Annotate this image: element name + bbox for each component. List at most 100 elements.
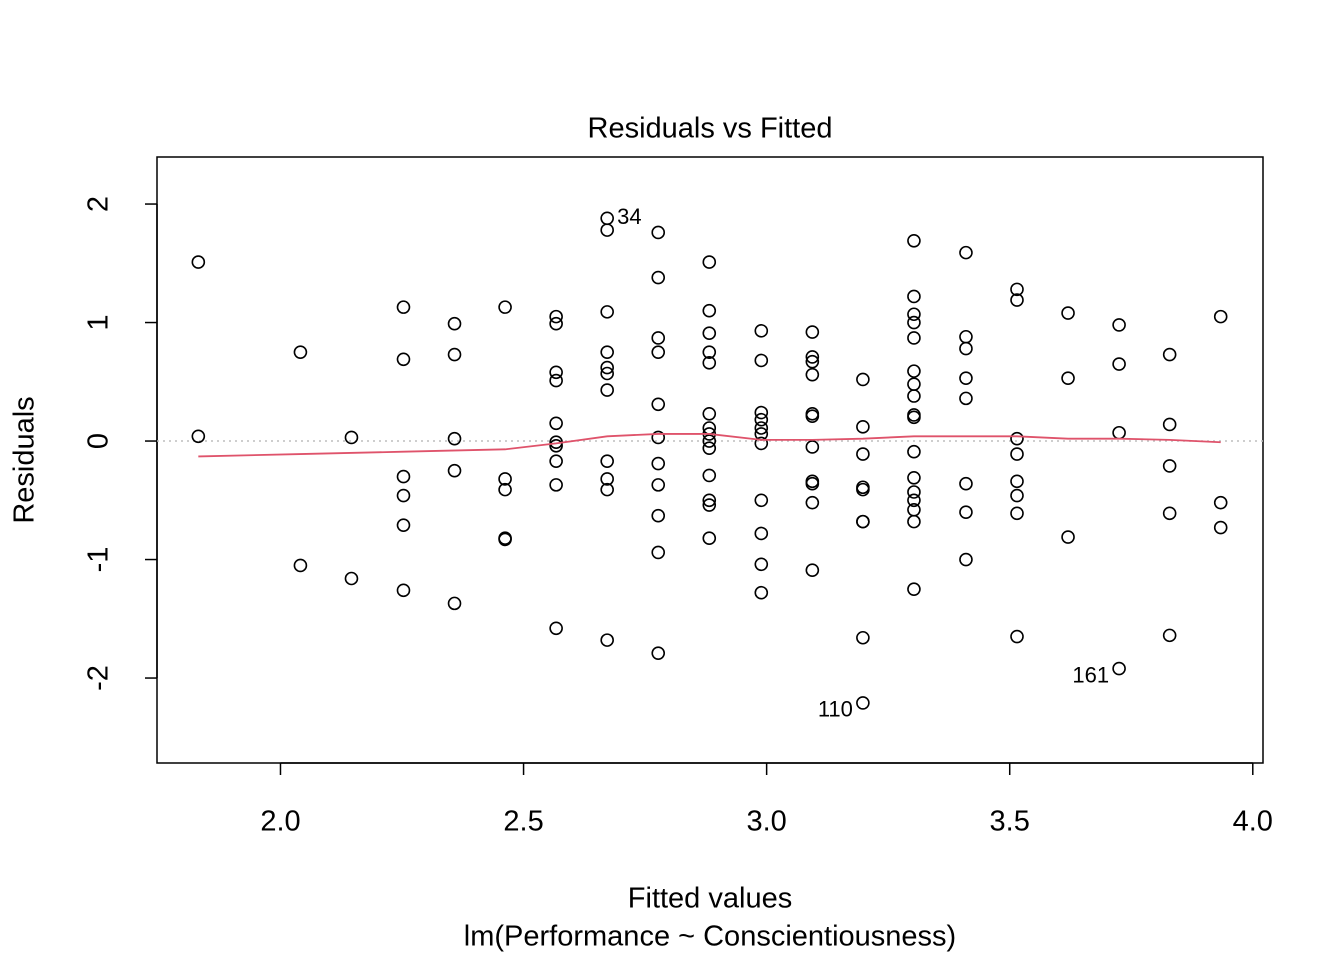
data-point — [549, 316, 563, 331]
data-point — [754, 493, 769, 508]
data-point — [447, 431, 462, 446]
data-point — [1112, 661, 1126, 676]
data-point — [549, 309, 563, 324]
data-point — [1010, 293, 1024, 307]
data-point — [498, 482, 512, 497]
data-point — [396, 352, 411, 367]
data-point — [1112, 357, 1126, 371]
data-point — [702, 493, 717, 508]
data-point — [959, 329, 973, 344]
data-point — [293, 558, 308, 573]
data-point — [498, 532, 512, 547]
data-point — [191, 255, 206, 269]
data-point — [805, 476, 820, 491]
x-tick-label: 2.5 — [503, 806, 543, 838]
data-point — [702, 441, 717, 455]
data-point — [651, 508, 666, 523]
data-point — [907, 289, 921, 304]
data-point — [754, 557, 769, 572]
data-point — [805, 325, 820, 339]
data-point — [651, 345, 666, 359]
data-point — [805, 354, 820, 369]
data-point — [600, 366, 614, 381]
data-point — [907, 485, 921, 499]
data-point — [1112, 425, 1126, 440]
x-tick-label: 2.0 — [260, 806, 300, 838]
data-point — [907, 331, 921, 345]
data-point — [549, 478, 563, 492]
data-point — [651, 545, 666, 560]
data-point — [702, 356, 717, 370]
y-tick-label: 2 — [83, 196, 115, 212]
data-point — [754, 353, 769, 368]
data-point — [856, 420, 870, 434]
data-point — [754, 405, 769, 420]
data-point — [600, 305, 614, 319]
data-point — [907, 582, 921, 596]
data-point — [959, 505, 973, 519]
data-point — [600, 211, 614, 226]
data-point — [600, 383, 614, 397]
data-point — [907, 364, 921, 378]
data-point — [1061, 371, 1075, 386]
data-point — [754, 412, 769, 427]
y-tick-label: -1 — [83, 547, 115, 573]
data-point — [1010, 474, 1024, 489]
data-point — [702, 468, 717, 483]
data-point — [907, 315, 921, 330]
data-point — [549, 416, 563, 431]
data-point — [805, 367, 820, 382]
data-point — [856, 447, 870, 461]
data-point — [549, 621, 563, 636]
data-point — [754, 421, 769, 435]
data-point — [600, 345, 614, 359]
x-axis-label: Fitted values — [628, 883, 792, 915]
data-point — [754, 526, 769, 541]
x-tick-label: 4.0 — [1233, 806, 1273, 838]
smooth-line — [198, 433, 1221, 458]
data-point — [600, 482, 614, 497]
data-point — [651, 456, 666, 471]
data-point — [907, 470, 921, 485]
data-point — [651, 270, 666, 285]
data-point — [293, 345, 308, 359]
data-point — [600, 360, 614, 375]
y-tick-label: -2 — [83, 665, 115, 691]
data-point — [856, 696, 870, 710]
data-point — [651, 478, 666, 492]
data-point — [498, 472, 512, 486]
y-axis-label: Residuals — [9, 396, 41, 523]
data-point — [1010, 629, 1024, 644]
data-point — [1010, 282, 1024, 297]
data-point — [805, 495, 820, 510]
point-label: 110 — [818, 697, 853, 722]
data-point — [498, 300, 512, 314]
y-tick-label: 1 — [83, 314, 115, 330]
data-point — [447, 463, 462, 478]
data-point — [959, 245, 973, 260]
y-tick-label: 0 — [83, 433, 115, 449]
x-tick-label: 3.5 — [990, 806, 1030, 838]
point-label: 161 — [1072, 662, 1109, 687]
data-point — [600, 223, 614, 237]
data-point — [856, 630, 870, 645]
chart-title: Residuals vs Fitted — [588, 113, 833, 145]
data-point — [549, 438, 563, 453]
data-point — [1162, 506, 1177, 521]
data-point — [1061, 530, 1075, 544]
data-point — [907, 514, 921, 529]
data-point — [856, 482, 870, 497]
data-point — [396, 488, 411, 503]
data-point — [1213, 495, 1228, 510]
data-point — [396, 518, 411, 532]
data-point — [702, 255, 717, 269]
data-point — [754, 585, 769, 600]
data-point — [1162, 347, 1177, 362]
data-point — [959, 341, 973, 356]
data-point — [1010, 488, 1024, 503]
data-point — [702, 498, 717, 512]
data-point — [856, 372, 870, 387]
data-point — [907, 377, 921, 391]
data-point — [396, 469, 411, 484]
